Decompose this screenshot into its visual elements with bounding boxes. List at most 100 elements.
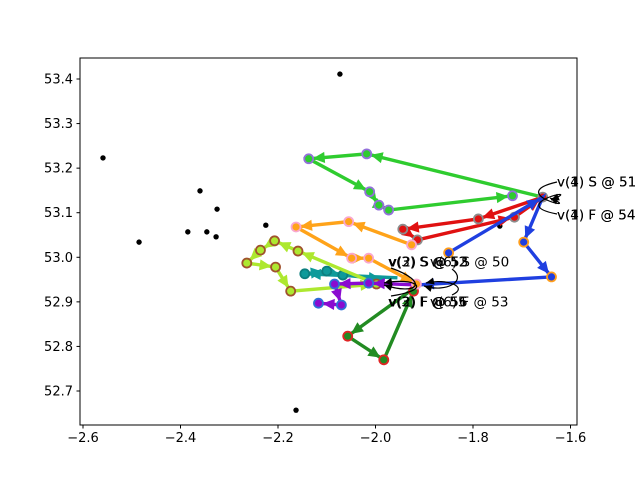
trajectory-marker-yellowgreen [292, 245, 304, 257]
scatter-point [136, 239, 142, 245]
annotation-text: v(2) F @ 56 [389, 295, 467, 311]
trajectory-marker-purple [363, 277, 375, 289]
trajectory-marker-lime [364, 186, 376, 198]
arrow-head [406, 221, 420, 233]
y-tick-label: 52.9 [44, 295, 73, 310]
scatter-point [214, 206, 220, 212]
arrow-head [551, 193, 560, 201]
arrow-head [399, 271, 413, 283]
annotation-connector [538, 193, 562, 215]
arrow-head [277, 274, 289, 288]
trajectory-marker-yellowgreen [241, 257, 253, 269]
arrow-head [426, 277, 435, 285]
scatter-point [185, 229, 191, 235]
trajectory-marker-teal [299, 268, 311, 280]
trajectory-marker-forestgreen [378, 354, 390, 366]
arrow-head [334, 245, 349, 257]
trajectory-marker-lime [373, 199, 385, 211]
scatter-point [293, 407, 299, 413]
arrow-head [401, 225, 415, 238]
trajectory-line-lime [302, 152, 544, 212]
trajectory-marker-purple [313, 297, 324, 309]
trajectory-marker-blue [546, 271, 557, 283]
arrow-head [372, 278, 385, 290]
trajectory-marker-blue [518, 236, 530, 248]
annotation-text: v(6) S @ 50 [430, 255, 509, 271]
trajectory-marker-orange [290, 221, 302, 233]
trajectory-marker-orange [406, 239, 417, 251]
x-tick-label: −2.0 [360, 431, 392, 446]
trajectory-marker-yellowgreen [270, 261, 281, 273]
arrow-head [384, 284, 393, 291]
y-tick-label: 53.0 [44, 251, 73, 266]
annotation-text: v(1) S @ 51 [557, 175, 636, 191]
annotation-text: v(3) S @ 52 [388, 255, 467, 271]
y-tick-label: 52.7 [44, 384, 73, 399]
scatter-point [100, 155, 106, 161]
x-tick-label: −2.2 [262, 431, 294, 446]
annotation-connector [383, 280, 417, 297]
y-tick-label: 53.1 [44, 206, 73, 221]
trajectory-marker-purple [335, 299, 347, 311]
y-tick-label: 53.2 [44, 162, 73, 177]
arrow-head [300, 219, 313, 231]
trajectory-marker-lime [507, 190, 518, 202]
y-tick-label: 53.3 [44, 117, 73, 132]
trajectory-marker-blue [443, 247, 455, 259]
trajectory-marker-lime [383, 204, 395, 216]
trajectory-marker-orange [346, 252, 358, 264]
x-tick-label: −2.6 [67, 431, 99, 446]
trajectory-line-forestgreen [344, 284, 419, 363]
arrow-head [524, 225, 536, 239]
trajectory-marker-yellowgreen [269, 235, 280, 247]
trajectory-marker-orange [343, 216, 355, 228]
arrow-head [322, 298, 335, 311]
arrow-head [402, 294, 413, 309]
trajectory-marker-purple [329, 278, 340, 290]
scatter-point [263, 222, 269, 228]
arrow-head [352, 179, 367, 190]
annotation-text: v(2) S @ 53 [389, 255, 468, 271]
arrow-head [370, 152, 384, 164]
y-tick-label: 53.4 [44, 73, 73, 88]
axes-box [79, 57, 578, 426]
trajectory-marker-lime [303, 153, 315, 165]
annotation-text: v(4) F @ 54 [557, 208, 635, 224]
annotation-connector [383, 267, 416, 290]
x-tick-label: −2.4 [165, 431, 197, 446]
x-tick-label: −1.6 [555, 431, 587, 446]
annotation-text: v(4) S @ 51 [557, 175, 636, 191]
annotation-connector [538, 181, 560, 205]
scatter-point [337, 71, 343, 77]
annotation-text: v(1) F @ 54 [557, 208, 635, 224]
arrow-head [249, 248, 263, 261]
annotation-text: v(3) F @ 55 [388, 295, 466, 311]
annotation-text: v(6) F @ 53 [430, 295, 508, 311]
trajectory-marker-red [472, 213, 484, 225]
arrow-head [338, 278, 351, 290]
arrow-head [495, 192, 509, 204]
arrow-head [312, 151, 326, 164]
arrow-head [301, 252, 315, 263]
trajectory-line-red [398, 195, 544, 242]
arrow-head [526, 199, 540, 211]
arrow-head [367, 346, 381, 358]
y-tick-label: 52.8 [44, 340, 73, 355]
arrow-head [352, 221, 366, 233]
scatter-point [204, 229, 210, 235]
arrow-head [424, 284, 433, 292]
arrow-head [482, 208, 496, 220]
arrow-head [278, 242, 292, 253]
trajectory-marker-yellowgreen [255, 244, 266, 256]
scatter-point [213, 234, 219, 240]
trajectory-marker-yellowgreen [285, 285, 297, 297]
trajectory-marker-red [397, 223, 409, 235]
trajectory-marker-forestgreen [342, 330, 354, 342]
arrow-head [331, 288, 342, 302]
arrow-head [350, 322, 364, 334]
arrow-head [537, 260, 549, 274]
arrow-head [258, 259, 272, 271]
trajectory-marker-lime [361, 148, 373, 160]
